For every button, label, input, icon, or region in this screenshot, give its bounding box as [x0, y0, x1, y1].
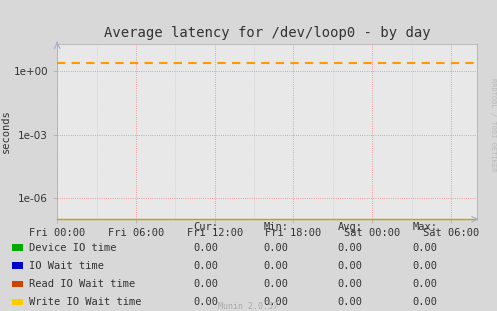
Text: Device IO time: Device IO time: [29, 243, 116, 253]
Text: 0.00: 0.00: [338, 297, 363, 307]
Text: 0.00: 0.00: [194, 243, 219, 253]
Text: 0.00: 0.00: [413, 279, 437, 289]
Text: 0.00: 0.00: [413, 261, 437, 271]
Text: Avg:: Avg:: [338, 222, 363, 232]
Text: 0.00: 0.00: [263, 261, 288, 271]
Text: 0.00: 0.00: [263, 243, 288, 253]
Y-axis label: seconds: seconds: [0, 109, 11, 153]
Text: Read IO Wait time: Read IO Wait time: [29, 279, 135, 289]
Text: Min:: Min:: [263, 222, 288, 232]
Text: IO Wait time: IO Wait time: [29, 261, 104, 271]
Text: 0.00: 0.00: [194, 279, 219, 289]
Title: Average latency for /dev/loop0 - by day: Average latency for /dev/loop0 - by day: [104, 26, 430, 39]
Text: RRDTOOL / TOBI OETIKER: RRDTOOL / TOBI OETIKER: [490, 78, 496, 171]
Text: Write IO Wait time: Write IO Wait time: [29, 297, 141, 307]
Text: 0.00: 0.00: [194, 261, 219, 271]
Text: 0.00: 0.00: [194, 297, 219, 307]
Text: 0.00: 0.00: [338, 279, 363, 289]
Text: Cur:: Cur:: [194, 222, 219, 232]
Text: 0.00: 0.00: [338, 243, 363, 253]
Text: 0.00: 0.00: [413, 297, 437, 307]
Text: Max:: Max:: [413, 222, 437, 232]
Text: Munin 2.0.57: Munin 2.0.57: [219, 301, 278, 310]
Text: 0.00: 0.00: [338, 261, 363, 271]
Text: 0.00: 0.00: [263, 297, 288, 307]
Text: 0.00: 0.00: [413, 243, 437, 253]
Text: 0.00: 0.00: [263, 279, 288, 289]
